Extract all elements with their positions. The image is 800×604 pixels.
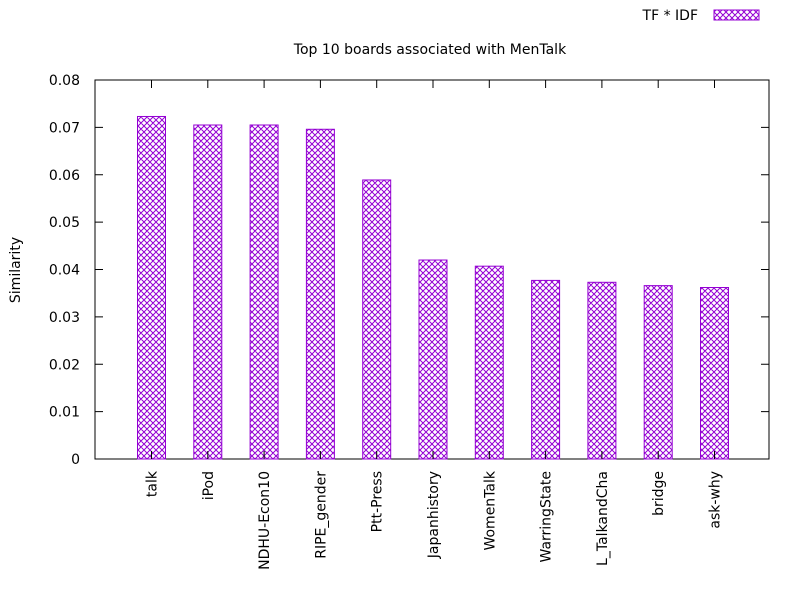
bar-ask-why — [700, 287, 729, 460]
bar-womentalk — [474, 265, 504, 460]
bar-ripe-gender — [305, 128, 335, 460]
bars — [137, 115, 729, 460]
x-tick-label: WomenTalk — [482, 470, 498, 550]
bar-bridge — [643, 285, 673, 460]
bar-ipod — [193, 124, 223, 460]
y-axis-ticks: 0 0.01 0.02 0.03 0.04 0.05 0.06 0.07 0.08 — [49, 73, 769, 468]
x-tick-label: WarringState — [539, 471, 555, 563]
bar-l-talkandcha — [587, 281, 617, 460]
y-tick-label: 0.06 — [49, 168, 80, 184]
y-tick-label: 0 — [71, 452, 80, 468]
x-tick-label: talk — [145, 470, 161, 497]
x-tick-label: bridge — [651, 471, 667, 516]
y-tick-label: 0.02 — [49, 357, 80, 373]
y-tick-label: 0.05 — [49, 215, 80, 231]
chart-title: Top 10 boards associated with MenTalk — [293, 42, 567, 58]
x-axis-ticks: talk iPod NDHU-Econ10 RIPE_gender Ptt-Press J… — [145, 80, 724, 570]
bar-japanhistory — [418, 259, 448, 460]
x-tick-label: NDHU-Econ10 — [257, 471, 273, 570]
bar-talk — [137, 115, 166, 460]
y-axis-label: Similarity — [8, 237, 24, 303]
y-tick-label: 0.07 — [49, 120, 80, 136]
bar-warringstate — [531, 279, 561, 460]
y-tick-label: 0.03 — [49, 310, 80, 326]
x-tick-label: Japanhistory — [426, 471, 442, 559]
y-tick-label: 0.08 — [49, 73, 80, 89]
x-tick-label: RIPE_gender — [313, 471, 329, 559]
x-tick-label: ask-why — [708, 471, 724, 529]
legend-label: TF * IDF — [642, 8, 698, 24]
x-tick-label: iPod — [201, 471, 217, 500]
legend-swatch — [713, 9, 760, 21]
bar-ndhu-econ10 — [249, 124, 279, 460]
y-tick-label: 0.04 — [49, 263, 80, 279]
bar-ptt-press — [362, 179, 392, 460]
x-tick-label: Ptt-Press — [370, 471, 386, 532]
x-tick-label: L_TalkandCha — [595, 471, 611, 566]
legend: TF * IDF — [642, 8, 760, 24]
y-tick-label: 0.01 — [49, 405, 80, 421]
